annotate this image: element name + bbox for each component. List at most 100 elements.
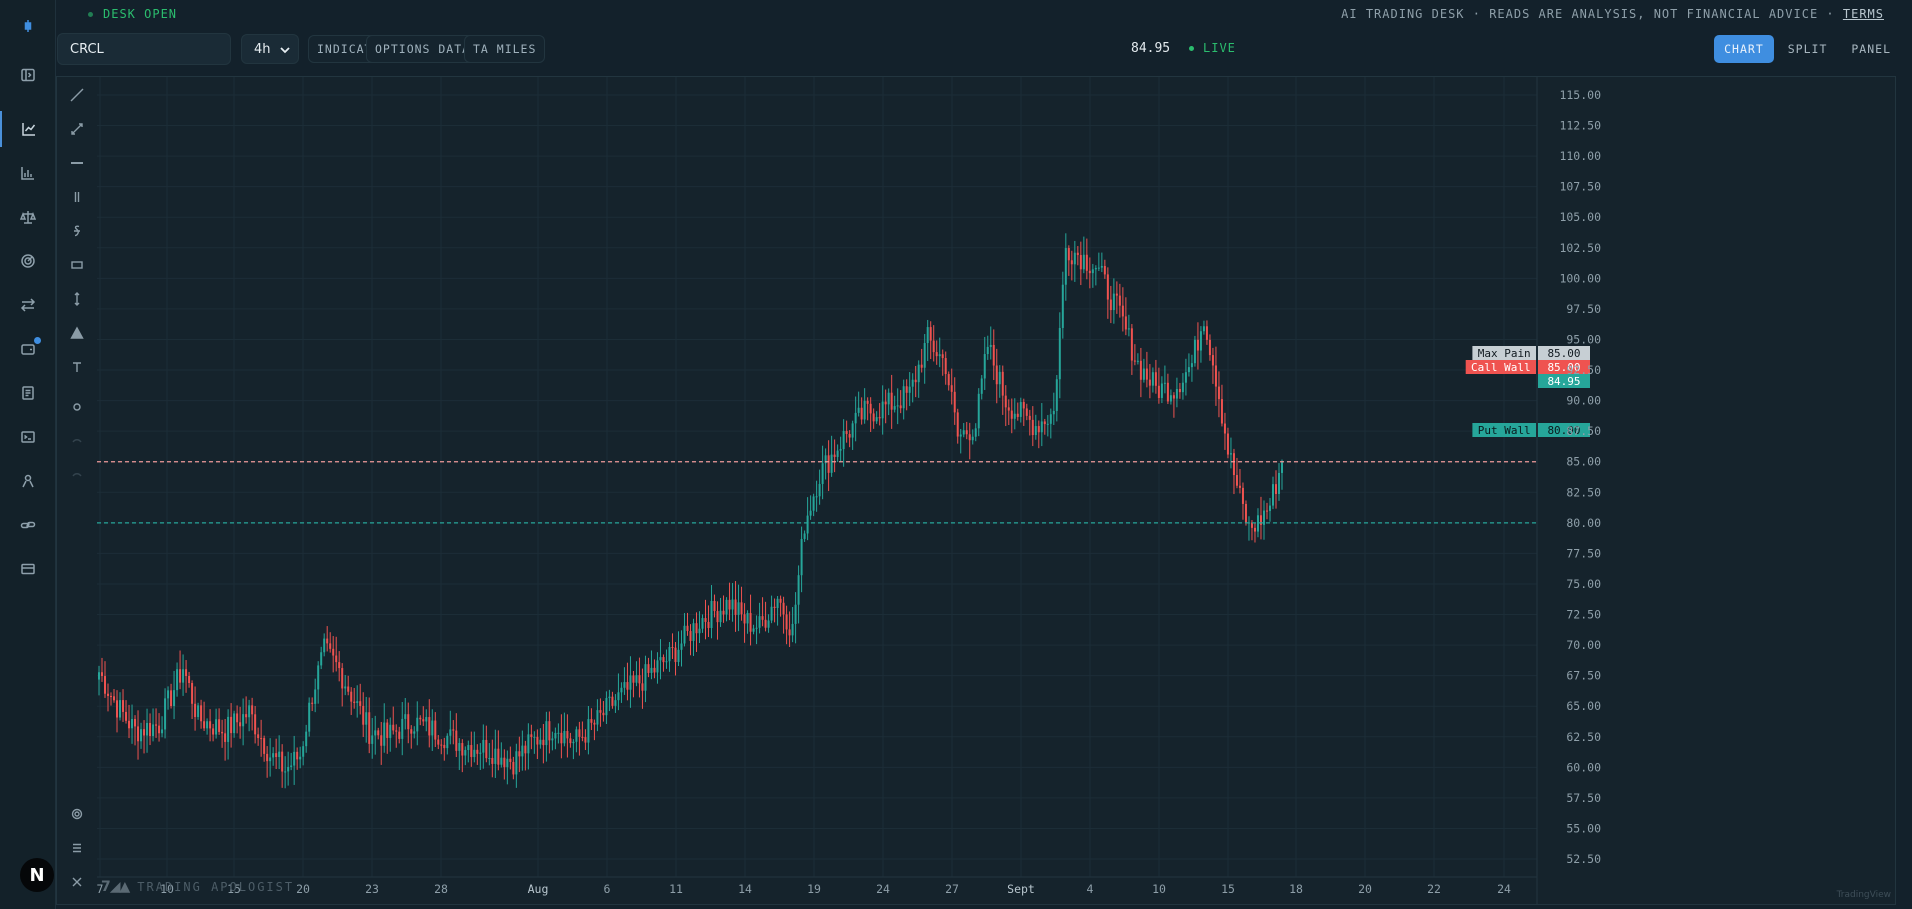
panel-toggle-icon[interactable]: [0, 57, 56, 93]
lock-icon[interactable]: [63, 429, 91, 453]
y-tick-label: 112.50: [1559, 119, 1601, 133]
symbol-input[interactable]: [57, 33, 231, 65]
candle-body: [692, 623, 695, 641]
y-tick-label: 85.00: [1566, 455, 1601, 469]
circle-icon[interactable]: [63, 395, 91, 419]
candle-body: [266, 753, 269, 762]
card-icon[interactable]: [0, 551, 56, 587]
vertical-line-icon[interactable]: [63, 185, 91, 209]
candle-body: [524, 745, 527, 754]
candle-body: [1238, 485, 1241, 488]
candle-body: [1085, 254, 1088, 271]
candle-body: [914, 379, 917, 383]
candle-body: [458, 743, 461, 751]
list-icon[interactable]: [63, 836, 91, 860]
candle-body: [884, 401, 887, 405]
candle-body: [1031, 419, 1034, 436]
ray-icon[interactable]: [63, 117, 91, 141]
candle-body: [533, 736, 536, 738]
candle-body: [338, 662, 341, 669]
fib-icon[interactable]: [63, 219, 91, 243]
rectangle-icon[interactable]: [63, 253, 91, 277]
candle-body: [1052, 410, 1055, 415]
scale-icon[interactable]: [0, 199, 56, 235]
y-tick-label: 90.00: [1566, 394, 1601, 408]
trend-line-icon[interactable]: [63, 83, 91, 107]
candle-body: [1007, 407, 1010, 411]
candle-body: [953, 391, 956, 413]
terms-link[interactable]: TERMS: [1842, 7, 1884, 21]
candle-body: [749, 612, 752, 632]
analytics-icon[interactable]: [0, 155, 56, 191]
radar-icon[interactable]: [0, 243, 56, 279]
wallet-icon[interactable]: [0, 331, 56, 367]
candle-body: [479, 752, 482, 754]
candle-body: [443, 744, 446, 749]
y-tick-label: 60.00: [1566, 760, 1601, 774]
x-tick-label: 14: [738, 882, 752, 896]
candle-body: [923, 343, 926, 368]
journal-icon[interactable]: [0, 375, 56, 411]
candle-body: [557, 732, 560, 734]
view-panel-button[interactable]: PANEL: [1851, 42, 1891, 56]
candle-body: [1181, 382, 1184, 393]
candle-body: [716, 611, 719, 623]
terminal-icon[interactable]: [0, 419, 56, 455]
x-tick-label: 6: [604, 882, 611, 896]
measure-icon[interactable]: [63, 287, 91, 311]
user-icon[interactable]: [0, 463, 56, 499]
horizontal-line-icon[interactable]: [63, 151, 91, 175]
candle-body: [1274, 484, 1277, 494]
level-value-tag: [1538, 374, 1590, 388]
chart-panel: 85.00 Max Pain 85.00 Call Wall 84.95 80.00 Put…: [56, 76, 1896, 905]
text-icon[interactable]: [63, 355, 91, 379]
candle-body: [497, 748, 500, 765]
link-icon[interactable]: [0, 507, 56, 543]
candle-body: [272, 753, 275, 758]
candle-body: [224, 733, 227, 742]
timeframe-select[interactable]: 4h: [241, 34, 299, 64]
chart-icon[interactable]: [0, 111, 56, 147]
watermark-text: TRADING APOLOGIST: [137, 880, 295, 894]
candle-body: [143, 729, 146, 736]
candle-body: [647, 664, 650, 673]
candle-body: [155, 724, 158, 726]
candle-body: [944, 358, 947, 375]
candle-body: [1121, 305, 1124, 317]
candle-body: [929, 327, 932, 341]
candle-body: [1097, 267, 1100, 269]
brand-avatar[interactable]: N: [20, 858, 54, 892]
view-chart-button[interactable]: CHART: [1714, 35, 1774, 63]
candle-body: [164, 698, 167, 730]
candle-body: [488, 758, 491, 760]
candle-body: [935, 352, 938, 357]
candle-body: [203, 721, 206, 729]
logo-icon[interactable]: [0, 8, 56, 44]
candle-body: [281, 751, 284, 772]
candle-body: [110, 695, 113, 697]
eye-icon[interactable]: [63, 463, 91, 487]
candle-body: [1202, 326, 1205, 332]
candle-body: [275, 753, 278, 758]
swap-icon[interactable]: [0, 287, 56, 323]
candle-body: [179, 669, 182, 683]
candle-body: [1034, 426, 1037, 436]
candle-body: [1208, 339, 1211, 356]
level-value-tag: [1538, 346, 1590, 360]
candle-body: [1281, 462, 1283, 473]
candle-body: [563, 731, 566, 744]
magnet-icon[interactable]: [63, 802, 91, 826]
triangle-icon[interactable]: [63, 321, 91, 345]
candle-body: [554, 732, 557, 739]
y-tick-label: 75.00: [1566, 577, 1601, 591]
close-icon[interactable]: [63, 870, 91, 894]
options-data-button[interactable]: OPTIONS DATA: [366, 35, 480, 63]
candle-body: [710, 600, 713, 628]
price-chart[interactable]: 85.00 Max Pain 85.00 Call Wall 84.95 80.00 Put…: [97, 77, 1895, 904]
candle-body: [323, 638, 326, 653]
candle-body: [614, 700, 617, 706]
candle-body: [1160, 383, 1163, 398]
ta-miles-button[interactable]: TA MILES: [464, 35, 546, 63]
candle-body: [1067, 248, 1070, 261]
view-split-button[interactable]: SPLIT: [1787, 42, 1828, 56]
